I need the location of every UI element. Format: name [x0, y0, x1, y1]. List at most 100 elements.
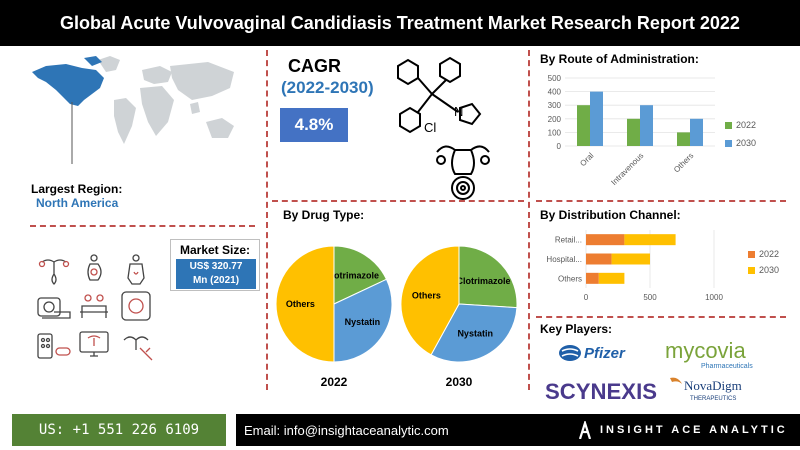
- route-bar: [690, 118, 703, 146]
- page-title: Global Acute Vulvovaginal Candidiasis Tr…: [0, 0, 800, 46]
- pie-slice-label: Nystatin: [457, 328, 493, 338]
- route-bar: [627, 118, 640, 146]
- dist-legend-swatch: [748, 251, 755, 258]
- dist-bar: [611, 253, 650, 265]
- cagr-value: 4.8%: [280, 108, 348, 142]
- footer-phone: US: +1 551 226 6109: [12, 414, 226, 446]
- dist-legend-label: 2030: [759, 265, 779, 275]
- distribution-bar-chart: 0 500 1000 Retail... Hospital... Others 2022 20…: [546, 230, 779, 302]
- pregnancy-icon: [87, 254, 102, 281]
- route-ytick: 100: [548, 128, 562, 137]
- cagr-period: (2022-2030): [281, 78, 374, 97]
- market-size-box: Market Size: US$ 320.77 Mn (2021): [170, 239, 260, 291]
- route-category-label: Oral: [578, 151, 595, 168]
- pie-year-label: 2022: [321, 375, 348, 389]
- svg-text:SCYNEXIS: SCYNEXIS: [545, 379, 657, 404]
- female-body-icon: [127, 254, 145, 285]
- dist-bar: [586, 253, 612, 265]
- dist-legend-swatch: [748, 267, 755, 274]
- pills-icon: [37, 333, 71, 359]
- svg-text:Pharmaceuticals: Pharmaceuticals: [701, 363, 753, 370]
- pie-slice: [458, 245, 518, 309]
- dist-xtick: 1000: [705, 293, 723, 302]
- dist-xtick: 0: [584, 293, 589, 302]
- world-map: [32, 56, 234, 164]
- largest-region-value: North America: [36, 196, 119, 210]
- route-ytick: 400: [548, 88, 562, 97]
- pie-slice: [333, 278, 393, 363]
- dist-xtick: 500: [643, 293, 657, 302]
- uterus-icon: [38, 259, 70, 285]
- largest-region-label: Largest Region:: [31, 182, 123, 196]
- uterus-icon: [436, 145, 490, 200]
- svg-text:NovaDigm: NovaDigm: [684, 378, 742, 393]
- divider-right-h1: [536, 200, 786, 202]
- dist-bar: [598, 272, 625, 284]
- ct-scanner-icon: [121, 291, 151, 321]
- footer-brand: INSIGHT ACE ANALYTIC: [600, 424, 788, 436]
- key-players-section-title: Key Players:: [540, 322, 613, 336]
- divider-right-h2: [536, 316, 786, 318]
- svg-text:THERAPEUTICS: THERAPEUTICS: [690, 396, 736, 402]
- dist-bar: [586, 272, 599, 284]
- pie-slice-label: Clotrimazole: [325, 271, 379, 281]
- pie-slice-label: Nystatin: [345, 317, 381, 327]
- route-ytick: 200: [548, 115, 562, 124]
- market-size-line1: US$ 320.77: [189, 261, 243, 272]
- route-bar: [640, 105, 653, 146]
- route-legend-swatch: [725, 140, 732, 147]
- injection-icon: [123, 336, 153, 361]
- mri-scanner-icon: [37, 297, 71, 319]
- svg-text:mycovia: mycovia: [665, 338, 746, 363]
- pfizer-logo: Pfizer: [559, 345, 626, 362]
- divider-left-h: [30, 225, 255, 227]
- route-bar-chart: 0 100 200 300 400 500 Oral Intravenous Others 202…: [548, 74, 756, 187]
- route-ytick: 0: [557, 142, 562, 151]
- route-bar: [577, 105, 590, 146]
- patients-icon: [80, 294, 108, 318]
- clotrimazole-structure: N Cl: [397, 56, 482, 135]
- north-america-highlight: [32, 64, 104, 106]
- pie-slice: [275, 245, 335, 363]
- route-bar: [590, 91, 603, 146]
- route-legend-swatch: [725, 122, 732, 129]
- scynexis-logo: SCYNEXIS: [545, 379, 657, 404]
- medical-icons-grid: [37, 254, 153, 361]
- brand-logo-icon: [578, 421, 592, 439]
- route-category-label: Others: [672, 151, 695, 174]
- pie-slice-label: Clotrimazole: [457, 276, 511, 286]
- dist-category-label: Hospital...: [546, 255, 582, 264]
- footer-email[interactable]: Email: info@insightaceanalytic.com: [244, 423, 449, 438]
- route-ytick: 300: [548, 101, 562, 110]
- atom-n: N: [454, 104, 463, 119]
- route-legend-label: 2030: [736, 138, 756, 148]
- market-size-label: Market Size:: [179, 243, 251, 257]
- divider-left: [266, 50, 268, 390]
- route-bar: [677, 132, 690, 146]
- drug-pie-charts: Clotrimazole Nystatin Others 2022 Clotrimazo…: [275, 245, 518, 389]
- dist-legend-label: 2022: [759, 249, 779, 259]
- market-size-line2: Mn (2021): [192, 275, 240, 286]
- distribution-section-title: By Distribution Channel:: [540, 208, 681, 222]
- route-legend-label: 2022: [736, 120, 756, 130]
- dist-category-label: Others: [558, 274, 582, 283]
- footer-bar: Email: info@insightaceanalytic.com INSIG…: [236, 414, 800, 446]
- divider-right: [528, 50, 530, 390]
- pie-slice-label: Others: [286, 299, 315, 309]
- dist-category-label: Retail...: [555, 236, 582, 245]
- pie-slice: [333, 245, 388, 305]
- dist-bar: [624, 234, 676, 246]
- svg-text:Pfizer: Pfizer: [584, 345, 626, 362]
- market-size-value: US$ 320.77 Mn (2021): [176, 259, 256, 289]
- cagr-label: CAGR: [288, 56, 341, 76]
- atom-cl: Cl: [424, 120, 436, 135]
- dist-bar: [586, 234, 625, 246]
- drug-section-title: By Drug Type:: [283, 208, 365, 222]
- route-ytick: 500: [548, 74, 562, 83]
- ultrasound-monitor-icon: [79, 331, 109, 357]
- pie-slice: [430, 303, 518, 363]
- pie-year-label: 2030: [446, 375, 473, 389]
- divider-center-h: [272, 200, 524, 202]
- pie-slice-label: Others: [412, 291, 441, 301]
- pie-slice: [400, 245, 460, 356]
